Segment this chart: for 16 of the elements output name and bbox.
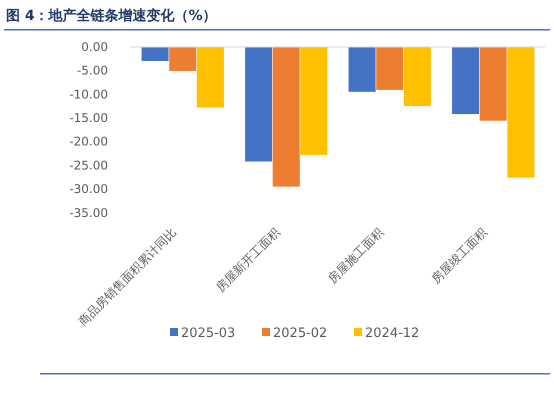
y-tick-label: -35.00 [69, 206, 108, 220]
legend-label: 2025-02 [273, 326, 328, 341]
x-tick-label: 商品房销售面积累计同比 [76, 225, 179, 328]
y-tick-label: -30.00 [69, 182, 108, 196]
legend-label: 2024-12 [365, 326, 420, 341]
x-tick-label: 房屋施工面积 [325, 225, 386, 286]
legend-label: 2025-03 [181, 326, 236, 341]
y-tick-label: -5.00 [76, 64, 108, 78]
y-tick-label: -10.00 [69, 87, 108, 102]
x-tick-label: 房屋竣工面积 [428, 225, 490, 286]
chart-title: 图 4：地产全链条增速变化（%） [6, 7, 217, 24]
y-tick-label: 0.00 [81, 40, 108, 54]
x-tick-label: 房屋新开工面积 [213, 225, 282, 295]
y-tick-label: -20.00 [69, 134, 108, 149]
y-tick-label: -15.00 [69, 110, 108, 125]
y-tick-label: -25.00 [69, 158, 108, 172]
